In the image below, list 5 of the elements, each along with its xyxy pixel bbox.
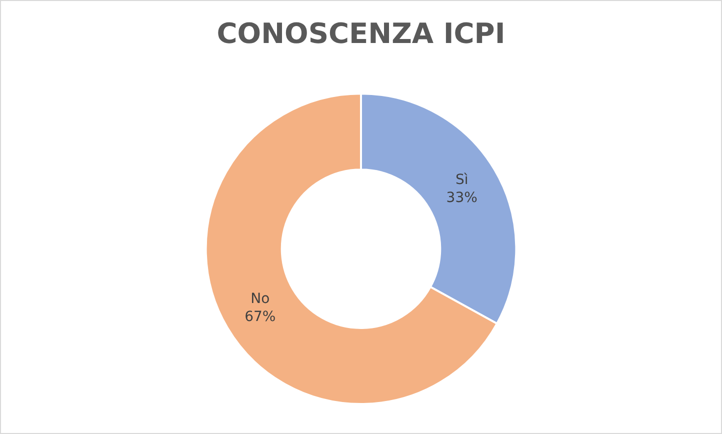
chart-title: CONOSCENZA ICPI	[216, 17, 506, 50]
data-label: 33%	[446, 190, 478, 206]
slice-label: No	[250, 291, 270, 308]
data-label: 67%	[244, 309, 276, 326]
slice-label: Sì	[455, 172, 468, 188]
